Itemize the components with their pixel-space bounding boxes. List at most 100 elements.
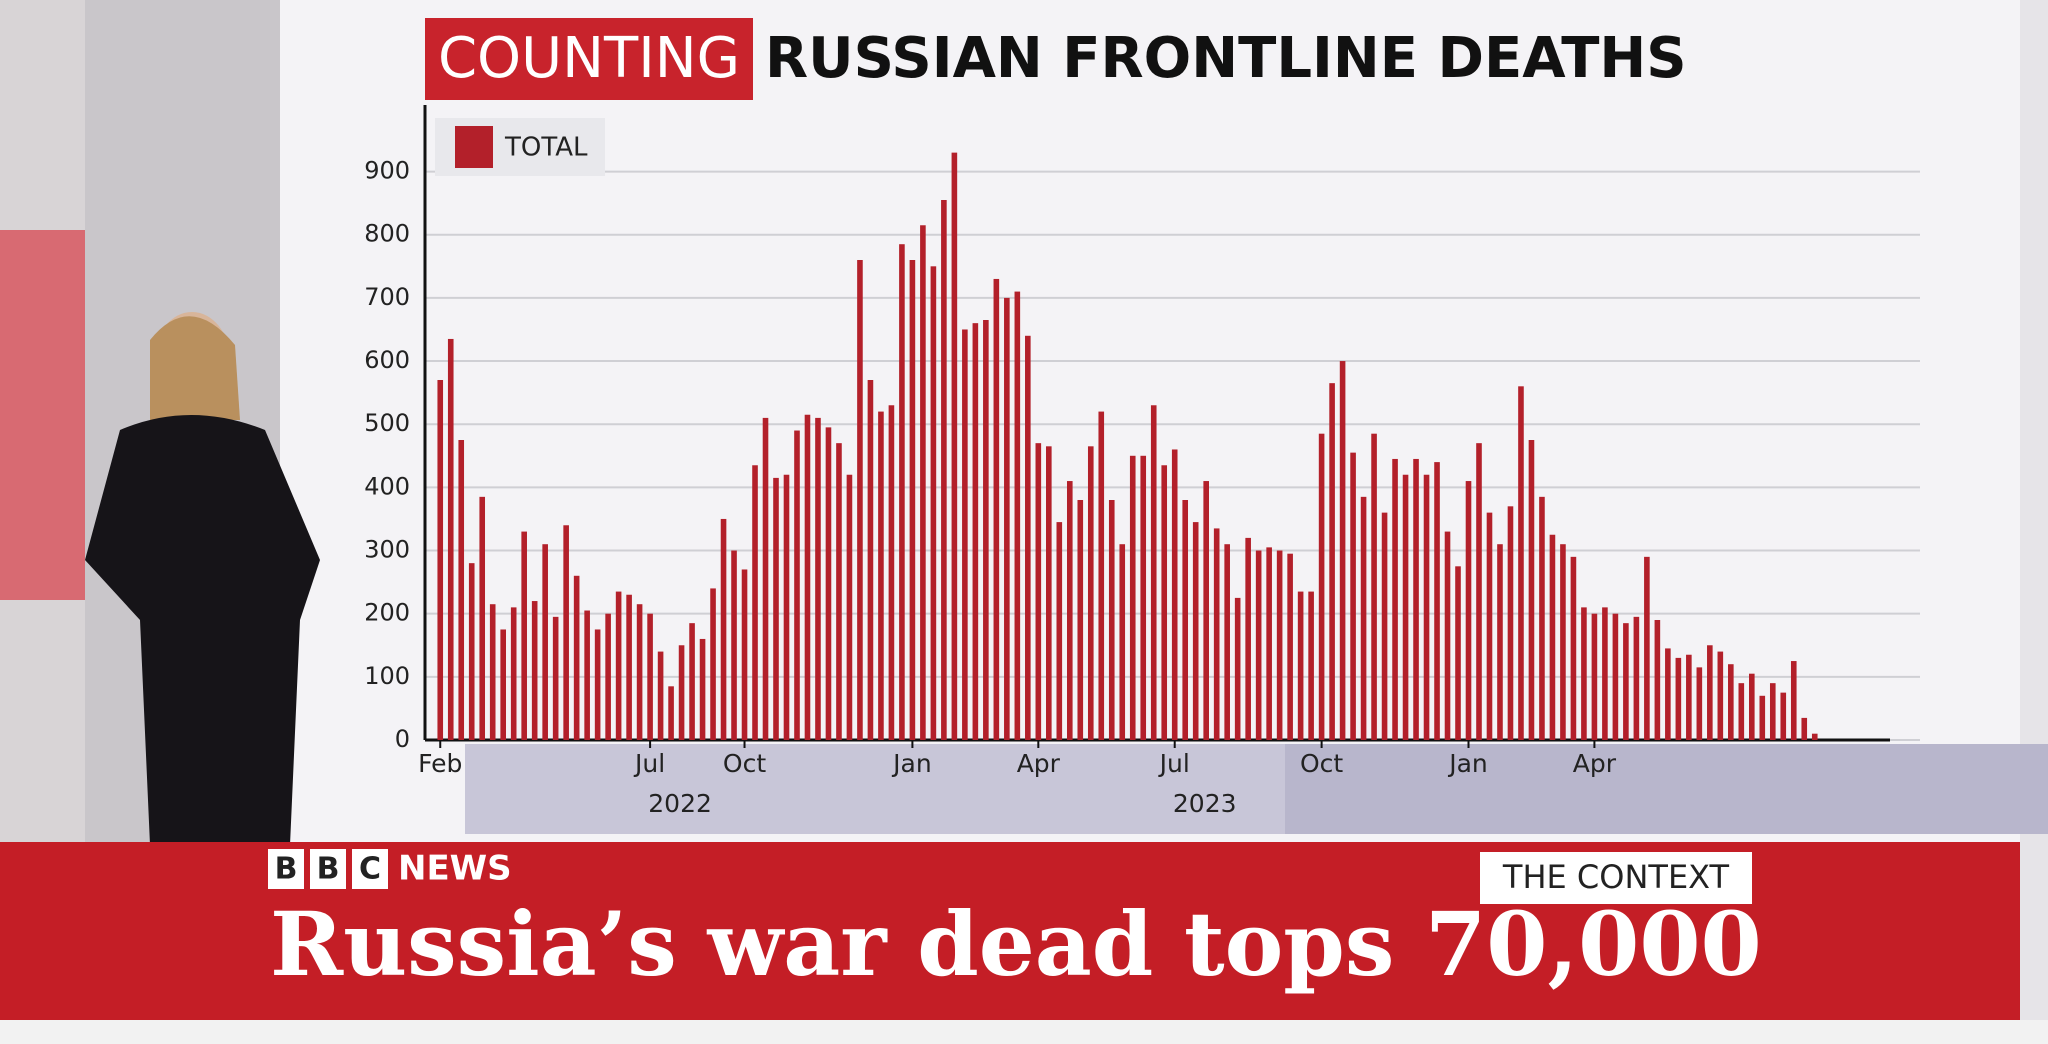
bar [930, 266, 937, 740]
bar [899, 244, 905, 741]
bar [626, 594, 632, 740]
bar [1644, 556, 1650, 740]
bar [1413, 458, 1419, 740]
bar [1297, 591, 1304, 740]
bar [1161, 465, 1168, 740]
bar [1046, 446, 1052, 740]
bar [1686, 654, 1692, 740]
bar [1801, 717, 1808, 740]
y-tick-label: 700 [364, 283, 410, 311]
badge: COUNTING [438, 26, 740, 91]
bar [1623, 623, 1629, 740]
bar [1549, 534, 1556, 740]
bar [1014, 291, 1021, 740]
bar [878, 411, 884, 740]
brand-block [268, 849, 304, 889]
bar [1507, 506, 1514, 740]
bar [1591, 613, 1598, 740]
bar [783, 474, 790, 740]
bar [594, 629, 601, 740]
bar [794, 430, 800, 740]
bar [1465, 481, 1472, 740]
bar [1654, 620, 1661, 740]
bar [1434, 462, 1440, 740]
bar [1308, 591, 1314, 740]
year-label: 2022 [648, 789, 712, 818]
bar [762, 417, 769, 740]
bar [1035, 443, 1042, 740]
bar [636, 604, 643, 740]
bar [1748, 673, 1755, 740]
brand-letter: B [275, 852, 298, 887]
bar [1129, 455, 1136, 740]
bar [1602, 607, 1608, 740]
year-label: 2023 [1173, 789, 1237, 818]
bar [605, 613, 611, 740]
bar [1780, 692, 1787, 740]
year-band [1285, 744, 2048, 834]
bar [1633, 616, 1640, 740]
x-tick-label: Oct [723, 749, 766, 778]
bar [479, 496, 486, 740]
bar [1140, 455, 1147, 740]
ticker [0, 1020, 2048, 1044]
x-tick-label: Apr [1573, 749, 1617, 778]
bar [1182, 500, 1189, 740]
x-tick-label: Jul [1158, 749, 1190, 778]
y-tick-label: 0 [395, 725, 410, 753]
brand-letter: C [359, 852, 381, 887]
bar [983, 320, 989, 740]
x-tick-label: Oct [1300, 749, 1343, 778]
y-tick-label: 200 [364, 599, 410, 627]
bar [951, 152, 958, 740]
bar [1675, 657, 1682, 740]
bar [1077, 500, 1084, 740]
bar [1717, 651, 1724, 740]
bar [1539, 496, 1545, 740]
bar [815, 417, 821, 740]
brand-block [310, 849, 346, 889]
bar [437, 380, 444, 740]
bar [1381, 512, 1388, 740]
bar [1108, 500, 1115, 740]
bar [615, 591, 622, 740]
x-tick-label: Apr [1017, 749, 1061, 778]
bar [1769, 683, 1776, 740]
bar [1004, 297, 1010, 740]
bar [1570, 556, 1577, 740]
bar [1560, 544, 1566, 740]
bar [1266, 547, 1272, 740]
bar [521, 531, 527, 740]
bar [731, 550, 737, 740]
bar [1665, 648, 1671, 740]
bar [710, 588, 716, 740]
bar [1728, 664, 1734, 740]
brand-block [352, 849, 388, 889]
legend-swatch [455, 126, 493, 168]
bar [1371, 433, 1377, 740]
brand-letter: B [317, 852, 340, 887]
x-tick-label: Jul [633, 749, 665, 778]
bar [1528, 440, 1535, 740]
bar [1245, 537, 1251, 740]
bar [1612, 613, 1619, 740]
program: THE CONTEXT [1502, 858, 1730, 896]
bar [846, 474, 853, 740]
bar [773, 477, 779, 740]
bar [1150, 405, 1157, 740]
bar [1056, 522, 1063, 740]
bar [1276, 550, 1283, 740]
bar [1087, 446, 1094, 740]
bar [542, 544, 548, 740]
bar [1581, 607, 1587, 740]
badge-bg [425, 18, 753, 100]
y-tick-label: 100 [364, 662, 410, 690]
bar [1203, 481, 1209, 740]
presenter [85, 312, 320, 845]
bar [678, 645, 685, 740]
y-tick-label: 600 [364, 346, 410, 374]
bar [1318, 433, 1325, 740]
bar [573, 575, 580, 740]
bar [741, 569, 748, 740]
